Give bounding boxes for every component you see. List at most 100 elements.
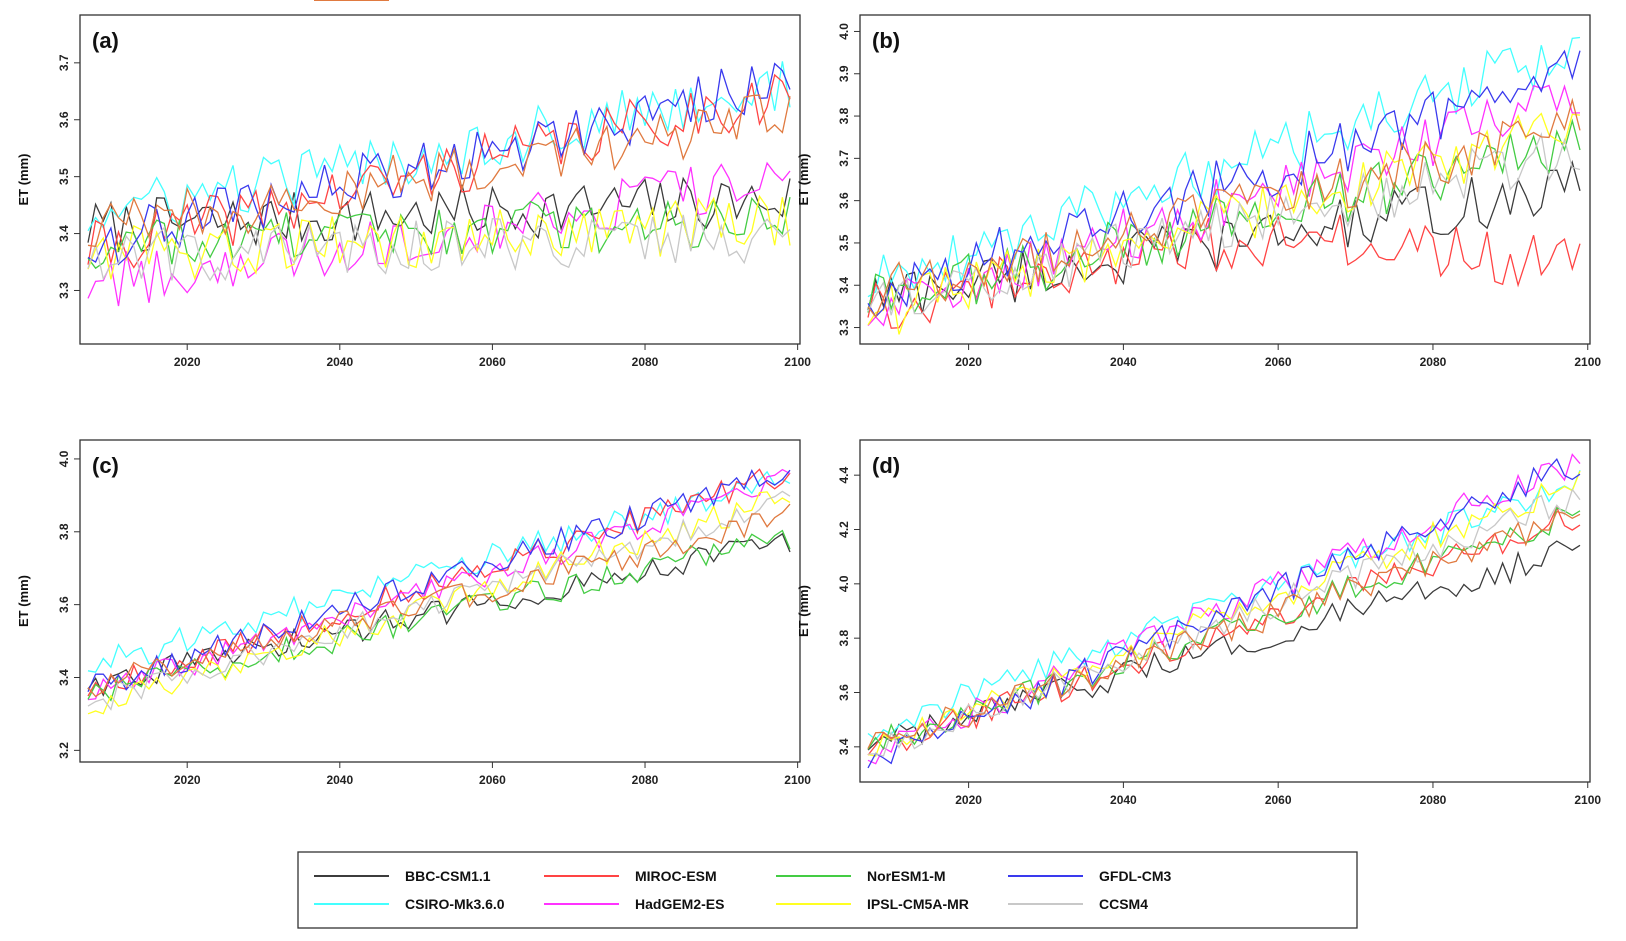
plot-frame [79, 439, 801, 763]
x-tick-label: 2020 [174, 355, 201, 369]
legend: BBC-CSM1.1 MIROC-ESM NorESM1-M GFDL-CM3 CSIR… [297, 0, 1358, 929]
y-tick-label: 3.6 [57, 596, 71, 613]
legend-label: GFDL-CM3 [1099, 868, 1172, 884]
series-line-csiro-mk3-6-0 [867, 36, 1581, 298]
series-line-ipsl-cm5a-mr [87, 194, 791, 281]
panel-c: 2020 2040 2060 2080 2100 3.2 3.4 3.6 3.8 4.0 ET (m… [16, 439, 811, 787]
y-tick-label: 3.7 [837, 150, 851, 167]
x-tick-label: 2060 [1265, 793, 1292, 807]
series-line-hadgem2-es [867, 84, 1581, 327]
panel-a: 2020 2040 2060 2080 2100 3.3 3.4 3.5 3.6 3.7 ET (m… [16, 14, 811, 369]
series-line-miroc-esm [87, 73, 791, 269]
y-tick-label: 3.8 [837, 107, 851, 124]
x-tick-label: 2040 [1110, 793, 1137, 807]
legend-label: NorESM1-M [867, 868, 946, 884]
x-tick-label: 2020 [955, 793, 982, 807]
y-tick-label: 3.6 [837, 684, 851, 701]
x-tick-label: 2060 [479, 355, 506, 369]
panel-label: (b) [872, 28, 900, 53]
series-line-ccsm4 [867, 131, 1581, 316]
y-tick-label: 3.8 [837, 630, 851, 647]
x-tick-label: 2100 [1574, 793, 1601, 807]
legend-label: CCSM4 [1099, 896, 1148, 912]
x-tick-label: 2060 [479, 773, 506, 787]
y-tick-label: 3.4 [57, 669, 71, 686]
legend-entry: BBC-CSM1.1 [314, 868, 491, 884]
series-line-ccsm4 [87, 214, 791, 282]
series-line-noresm1-m [867, 507, 1581, 751]
legend-entry: MIROC-ESM [544, 868, 717, 884]
panel-label: (a) [92, 28, 119, 53]
x-tick-label: 2080 [1420, 793, 1447, 807]
legend-label: CSIRO-Mk3.6.0 [405, 896, 505, 912]
y-tick-label: 3.3 [57, 282, 71, 299]
series-line-ipsl-cm5a-mr [87, 491, 791, 715]
legend-entry: NorESM1-M [776, 868, 946, 884]
plot-frame [79, 14, 801, 345]
legend-box [297, 851, 1358, 929]
y-tick-label: 3.7 [57, 54, 71, 71]
series-line-csiro-mk3-6-0 [87, 470, 791, 673]
x-tick-label: 2100 [784, 355, 811, 369]
x-tick-label: 2040 [326, 773, 353, 787]
series-line-hadgem2-es [87, 468, 791, 701]
series-line-csiro-mk3-6-0 [867, 469, 1581, 741]
series-line-bbc-csm1-1 [87, 532, 791, 697]
legend-label: HadGEM2-ES [635, 896, 724, 912]
y-tick-label: 4.2 [837, 521, 851, 538]
plot-frame [859, 439, 1591, 783]
y-tick-label: 3.4 [57, 225, 71, 242]
y-tick-label: 4.0 [837, 575, 851, 592]
x-tick-label: 2060 [1265, 355, 1292, 369]
x-tick-label: 2020 [955, 355, 982, 369]
legend-entry: GFDL-CM3 [1008, 868, 1172, 884]
y-tick-label: 4.4 [837, 467, 851, 484]
legend-label: IPSL-CM5A-MR [867, 896, 969, 912]
x-tick-label: 2040 [1110, 355, 1137, 369]
legend-label: MRI-CGCM3 [405, 0, 486, 3]
y-tick-label: 3.5 [57, 168, 71, 185]
series-line-gfdl-cm3 [87, 469, 791, 692]
x-tick-label: 2040 [326, 355, 353, 369]
legend-entry: CSIRO-Mk3.6.0 [314, 896, 505, 912]
series-line-noresm1-m [87, 529, 791, 702]
series-line-ccsm4 [867, 488, 1581, 757]
x-tick-label: 2020 [174, 773, 201, 787]
x-tick-label: 2080 [632, 355, 659, 369]
y-tick-label: 4.0 [57, 450, 71, 467]
legend-label: MIROC-ESM [635, 868, 717, 884]
series-line-csiro-mk3-6-0 [87, 61, 791, 232]
y-tick-label: 4.0 [837, 23, 851, 40]
y-tick-label: 3.2 [57, 742, 71, 759]
panel-b: 2020 2040 2060 2080 2100 3.3 3.4 3.5 3.6 3.7 3.8 3.… [796, 14, 1601, 369]
series-line-bbc-csm1-1 [87, 176, 791, 253]
plot-frame [859, 14, 1591, 345]
x-tick-label: 2080 [632, 773, 659, 787]
legend-entry: HadGEM2-ES [544, 896, 724, 912]
y-axis-label: ET (mm) [16, 575, 31, 627]
series-line-miroc-esm [867, 214, 1581, 329]
series-line-ipsl-cm5a-mr [867, 470, 1581, 757]
series-line-mri-cgcm3 [87, 503, 791, 698]
y-axis-label: ET (mm) [16, 154, 31, 206]
legend-entry: CCSM4 [1008, 896, 1148, 912]
y-tick-label: 3.9 [837, 65, 851, 82]
y-tick-label: 3.4 [837, 277, 851, 294]
series-line-bbc-csm1-1 [867, 159, 1581, 314]
panel-d: 2020 2040 2060 2080 2100 3.4 3.6 3.8 4.0 4.2 4.4 ET… [796, 439, 1601, 807]
y-tick-label: 3.3 [837, 319, 851, 336]
y-axis-label: ET (mm) [796, 154, 811, 206]
y-axis-label: ET (mm) [796, 585, 811, 637]
y-tick-label: 3.5 [837, 234, 851, 251]
y-tick-label: 3.6 [57, 111, 71, 128]
series-line-mri-cgcm3 [867, 97, 1581, 319]
x-tick-label: 2100 [784, 773, 811, 787]
y-tick-label: 3.4 [837, 738, 851, 755]
x-tick-label: 2080 [1420, 355, 1447, 369]
y-tick-label: 3.6 [837, 192, 851, 209]
series-line-bbc-csm1-1 [867, 540, 1581, 751]
legend-entry: MRI-CGCM3 [314, 0, 486, 3]
series-line-hadgem2-es [87, 161, 791, 307]
series-line-mri-cgcm3 [87, 94, 791, 248]
y-tick-label: 3.8 [57, 523, 71, 540]
